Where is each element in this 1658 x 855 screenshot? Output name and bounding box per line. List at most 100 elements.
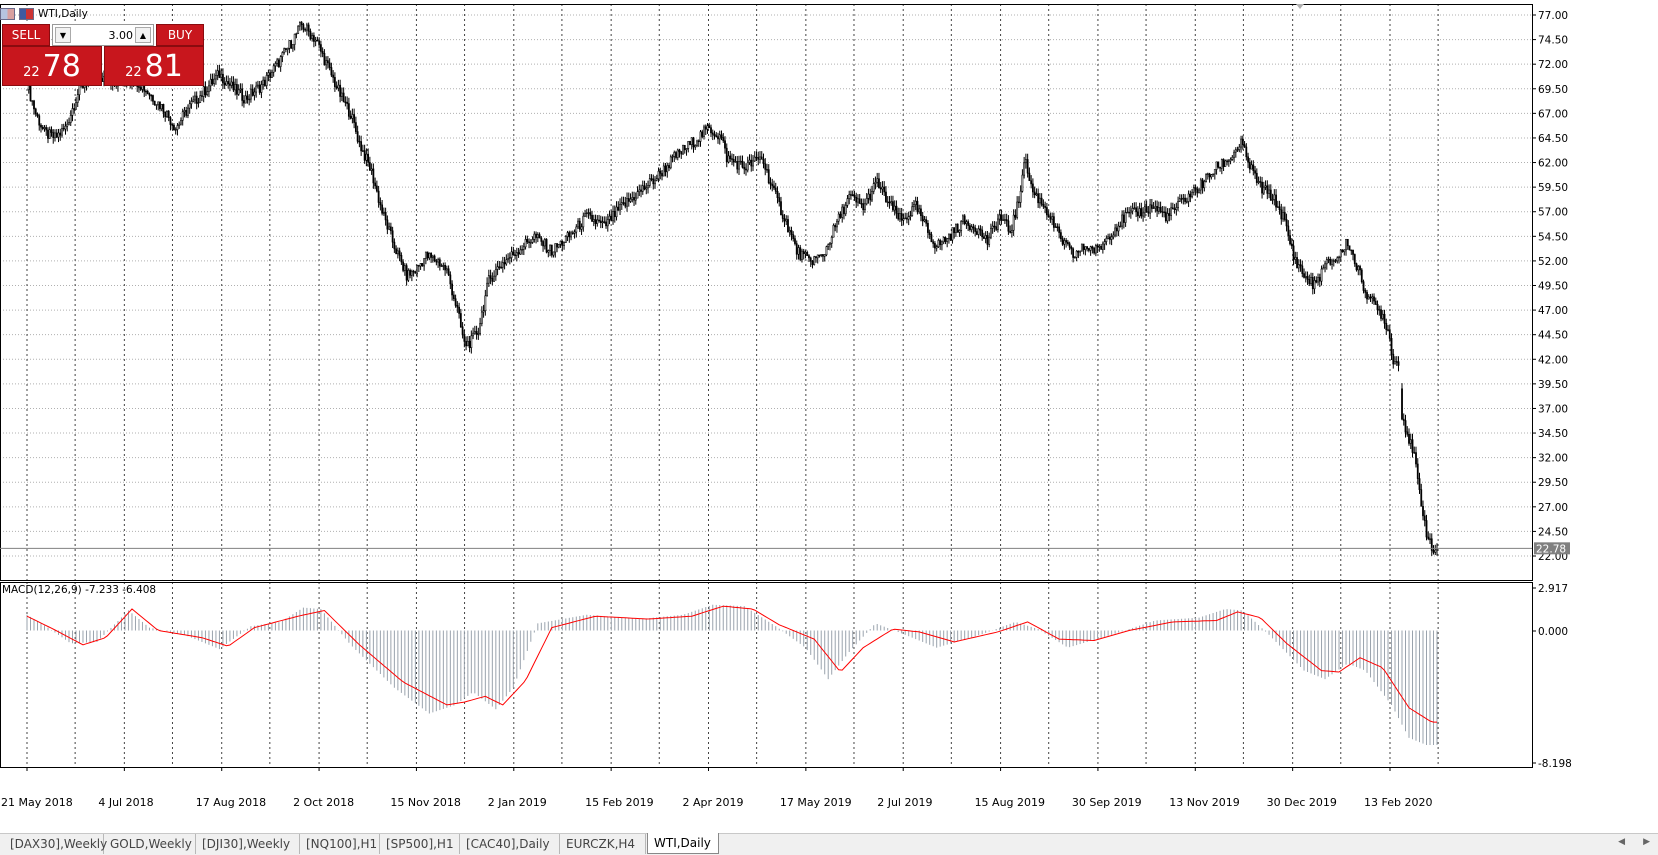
price-axis-label: 24.50 bbox=[1538, 526, 1568, 538]
candle-body bbox=[451, 283, 453, 296]
candle bbox=[1201, 178, 1204, 194]
tab-dji30-weekly[interactable]: [DJI30],Weekly bbox=[196, 834, 300, 854]
candle bbox=[517, 247, 520, 258]
candle-body bbox=[1108, 236, 1111, 240]
candle-body bbox=[1250, 164, 1253, 170]
candle-body bbox=[1091, 246, 1094, 249]
candle bbox=[232, 76, 235, 92]
candle-body bbox=[1432, 550, 1435, 553]
price-axis-label: 49.50 bbox=[1538, 281, 1568, 293]
candle-body bbox=[1315, 280, 1318, 283]
candle-body bbox=[208, 85, 210, 93]
candle-body bbox=[643, 185, 646, 190]
candle bbox=[206, 86, 209, 97]
candle-body bbox=[834, 225, 837, 228]
candle-body bbox=[554, 243, 557, 253]
tab-nq100-h1[interactable]: [NQ100],H1 bbox=[300, 834, 380, 854]
candle bbox=[704, 124, 707, 136]
candle-body bbox=[43, 127, 46, 129]
candle-body bbox=[330, 67, 333, 76]
candle-body bbox=[860, 203, 863, 205]
date-axis-label: 2 Jul 2019 bbox=[877, 796, 932, 809]
tab-cac40-daily[interactable]: [CAC40],Daily bbox=[460, 834, 560, 854]
tab-eurczk-h4[interactable]: EURCZK,H4 bbox=[560, 834, 646, 854]
tab-dax30-weekly[interactable]: [DAX30],Weekly bbox=[4, 834, 107, 854]
candle bbox=[759, 151, 761, 164]
candle-body bbox=[360, 141, 363, 152]
candle-body bbox=[626, 198, 628, 207]
candle bbox=[1038, 193, 1041, 209]
candle-body bbox=[75, 102, 77, 110]
candle-body bbox=[68, 122, 70, 125]
candle bbox=[1224, 159, 1227, 167]
candle-body bbox=[703, 126, 705, 137]
date-axis-label: 15 Aug 2019 bbox=[975, 796, 1045, 809]
tab-gold-weekly[interactable]: GOLD,Weekly bbox=[104, 834, 196, 854]
buy-price-button[interactable]: 22 81 bbox=[104, 46, 204, 86]
candle-body bbox=[368, 162, 371, 171]
candle bbox=[351, 108, 354, 124]
candle bbox=[1166, 208, 1169, 224]
candle bbox=[762, 153, 765, 169]
candle bbox=[1311, 272, 1314, 295]
candlestick-series bbox=[27, 21, 1438, 556]
price-chart[interactable]: 77.0074.5072.0069.5067.0064.5062.0059.50… bbox=[0, 0, 1658, 833]
candle bbox=[879, 181, 882, 193]
sell-price-big: 78 bbox=[42, 49, 81, 84]
candle bbox=[48, 126, 51, 139]
candle bbox=[190, 97, 193, 109]
chart-window[interactable]: 77.00 74.50 72.00 69.50 67.00 64.50 62.00 59.50… bbox=[0, 0, 1658, 833]
candle bbox=[358, 135, 361, 148]
candle bbox=[493, 270, 495, 282]
candle-body bbox=[458, 306, 460, 314]
sell-button[interactable]: SELL bbox=[2, 24, 50, 46]
chevron-down-icon[interactable]: ▼ bbox=[55, 27, 71, 43]
candle-body bbox=[426, 251, 429, 259]
candle-body bbox=[928, 232, 931, 235]
candle-body bbox=[1080, 243, 1083, 252]
tab-scroll-left-icon[interactable]: ◀ bbox=[1618, 837, 1626, 847]
candle bbox=[1352, 249, 1354, 261]
candle-body bbox=[1054, 226, 1057, 228]
candle-body bbox=[1262, 186, 1265, 194]
candle-body bbox=[1332, 260, 1335, 262]
candle-body bbox=[766, 169, 768, 171]
candle-body bbox=[888, 201, 891, 204]
candle bbox=[857, 194, 859, 207]
candle bbox=[697, 139, 700, 147]
candle bbox=[547, 249, 550, 258]
candle bbox=[613, 205, 616, 223]
candle bbox=[187, 104, 189, 119]
candle bbox=[1000, 209, 1003, 225]
candle-body bbox=[837, 213, 840, 222]
candle-body bbox=[799, 247, 802, 260]
candle-body bbox=[692, 137, 695, 148]
chevron-up-icon[interactable]: ▲ bbox=[135, 27, 151, 43]
tab-wti-daily[interactable]: WTI,Daily bbox=[647, 833, 719, 854]
candle bbox=[802, 248, 805, 260]
candle bbox=[1275, 189, 1277, 211]
candle bbox=[486, 277, 488, 297]
candle bbox=[444, 262, 447, 276]
candle bbox=[1210, 174, 1213, 180]
candle bbox=[1278, 200, 1281, 215]
tab-sp500-h1[interactable]: [SP500],H1 bbox=[380, 834, 460, 854]
candle-body bbox=[306, 24, 308, 31]
candle-body bbox=[1191, 191, 1193, 198]
lot-size-input[interactable] bbox=[73, 27, 133, 43]
tab-scroll-right-icon[interactable]: ▶ bbox=[1643, 837, 1650, 847]
candle bbox=[1068, 241, 1071, 251]
candle bbox=[706, 123, 709, 134]
candle bbox=[183, 107, 186, 118]
candle-body bbox=[841, 206, 844, 218]
buy-button[interactable]: BUY bbox=[156, 24, 204, 46]
candle-body bbox=[1434, 549, 1437, 553]
sell-price-button[interactable]: 22 78 bbox=[2, 46, 102, 86]
candle bbox=[1248, 157, 1251, 174]
candle bbox=[829, 242, 831, 251]
candle bbox=[741, 155, 744, 169]
candle bbox=[498, 260, 501, 270]
candle-body bbox=[237, 89, 240, 95]
candle-body bbox=[767, 169, 770, 184]
candle bbox=[792, 231, 795, 242]
